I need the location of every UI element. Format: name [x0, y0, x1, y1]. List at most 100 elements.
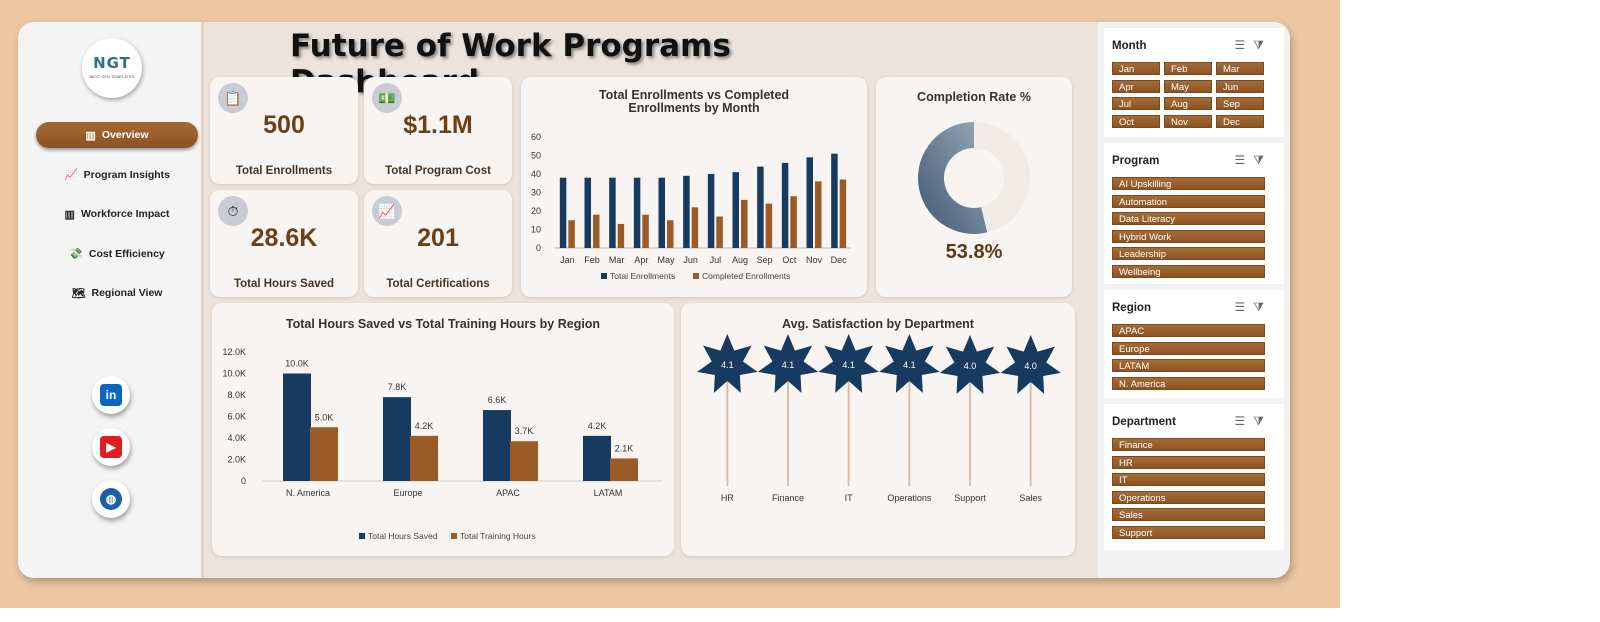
- completion-rate-card: Completion Rate % 53.8%: [876, 77, 1072, 297]
- slicer-item-nov[interactable]: Nov: [1164, 114, 1212, 128]
- kpi-card-total-program-cost: 💵 $1.1M Total Program Cost: [364, 77, 512, 184]
- slicer-item-automation[interactable]: Automation: [1112, 194, 1265, 208]
- kpi-card-total-certifications: 📈 201 Total Certifications: [364, 190, 512, 297]
- data-label: 4.1: [903, 360, 916, 370]
- multi-select-icon[interactable]: ☰: [1234, 300, 1254, 314]
- slicer-item-jul[interactable]: Jul: [1112, 97, 1160, 110]
- clear-filter-icon[interactable]: ⧩: [1253, 300, 1272, 314]
- y-tick-label: 12.0K: [222, 347, 246, 357]
- linkedin-button[interactable]: in: [92, 376, 130, 414]
- completion-rate-chart: [918, 122, 1030, 234]
- bar-total-feb: [584, 177, 591, 248]
- slicer-month: Month ☰⧩ Jan Feb Mar Apr May Jun Jul Aug Sep Oct Nov…: [1104, 28, 1284, 137]
- x-tick-label: Apr: [634, 255, 648, 265]
- slicer-item-ai-upskilling[interactable]: AI Upskilling: [1112, 177, 1265, 190]
- clear-filter-icon[interactable]: ⧩: [1253, 38, 1272, 52]
- bar-completed-oct: [790, 196, 797, 248]
- bar-completed-aug: [741, 199, 748, 248]
- clear-filter-icon[interactable]: ⧩: [1253, 414, 1272, 428]
- nav-item-regional-view[interactable]: 🗺 Regional View: [36, 280, 198, 306]
- kpi-label: Total Hours Saved: [233, 278, 335, 290]
- globe-button[interactable]: ◍: [92, 480, 130, 518]
- region-chart-title: Total Hours Saved vs Total Training Hour…: [285, 317, 601, 331]
- enrollments-chart-card: Total Enrollments vs Completed Enrollmen…: [521, 77, 867, 297]
- data-label: 2.1K: [615, 443, 634, 453]
- dashboard-canvas: NGT NEXT GEN TEMPLATES ▥ Overview 📈 Program…: [0, 0, 1340, 608]
- star-marker-sales: [1000, 335, 1061, 394]
- nav-item-program-insights[interactable]: 📈 Program Insights: [36, 162, 198, 188]
- bar-training-hours-europe: [410, 435, 438, 481]
- nav-item-workforce-impact[interactable]: ▥ Workforce Impact: [36, 201, 198, 227]
- bar-completed-nov: [815, 181, 822, 248]
- slicer-item-oct[interactable]: Oct: [1112, 114, 1160, 128]
- x-tick-label: Jan: [560, 255, 575, 265]
- multi-select-icon[interactable]: ☰: [1234, 414, 1254, 428]
- y-tick-label: 10: [531, 225, 541, 235]
- x-tick-label: Oct: [782, 255, 797, 265]
- bar-hours-saved-apac: [483, 410, 511, 481]
- nav-item-label: Workforce Impact: [80, 208, 170, 220]
- slicer-item-europe[interactable]: Europe: [1112, 341, 1265, 355]
- bar-completed-apr: [642, 214, 649, 248]
- youtube-button[interactable]: ▶: [92, 428, 130, 466]
- slicer-item-hr[interactable]: HR: [1112, 455, 1265, 469]
- globe-icon: ◍: [100, 488, 122, 510]
- slicer-controls: ☰⧩: [1235, 38, 1272, 53]
- bar-hours-saved-latam: [583, 435, 611, 481]
- clear-filter-icon[interactable]: ⧩: [1253, 153, 1272, 167]
- slicer-item-aug[interactable]: Aug: [1164, 97, 1212, 110]
- bar-total-mar: [609, 177, 616, 248]
- nav-item-overview[interactable]: ▥ Overview: [36, 122, 198, 148]
- slicer-item-apr[interactable]: Apr: [1112, 79, 1160, 93]
- kpi-card-total-hours-saved: ⏱ 28.6K Total Hours Saved: [210, 190, 358, 297]
- slicer-item-support[interactable]: Support: [1112, 525, 1265, 539]
- multi-select-icon[interactable]: ☰: [1234, 153, 1254, 167]
- bar-training-hours-latam: [610, 458, 638, 481]
- data-label: 3.7K: [515, 426, 534, 436]
- slicer-item-may[interactable]: May: [1164, 79, 1212, 93]
- slicer-item-jan[interactable]: Jan: [1112, 62, 1160, 75]
- legend-label: Total Hours Saved: [368, 531, 438, 541]
- slicer-item-operations[interactable]: Operations: [1112, 490, 1265, 504]
- slicer-program: Program ☰⧩ AI Upskilling Automation Data Lit…: [1104, 143, 1284, 284]
- slicer-item-feb[interactable]: Feb: [1164, 62, 1212, 75]
- enrollments-chart: 0 10 20 30 40 50 60 Jan Feb Mar Apr May Jun Jul Aug Sep…: [531, 132, 851, 281]
- y-tick-label: 0: [241, 476, 246, 486]
- nav-item-label: Program Insights: [83, 168, 171, 181]
- legend-swatch: [451, 533, 457, 539]
- slicer-item-dec[interactable]: Dec: [1216, 114, 1264, 128]
- x-tick-label: Dec: [831, 255, 848, 265]
- enrollments-chart-title: Total Enrollments vs Completed Enrollmen…: [598, 88, 790, 115]
- slicer-item-sep[interactable]: Sep: [1216, 97, 1264, 110]
- slicer-item-wellbeing[interactable]: Wellbeing: [1112, 264, 1265, 278]
- nav-item-cost-efficiency[interactable]: 💸 Cost Efficiency: [36, 241, 198, 267]
- slicer-item-finance[interactable]: Finance: [1112, 438, 1265, 451]
- bar-total-may: [658, 177, 665, 248]
- slicer-item-latam[interactable]: LATAM: [1112, 359, 1265, 372]
- slicer-item-leadership[interactable]: Leadership: [1112, 247, 1265, 260]
- slicer-item-mar[interactable]: Mar: [1216, 62, 1264, 75]
- slicer-item-jun[interactable]: Jun: [1216, 79, 1264, 93]
- data-label: 6.6K: [488, 395, 507, 405]
- bar-completed-dec: [839, 179, 847, 248]
- slicer-item-apac[interactable]: APAC: [1112, 324, 1265, 337]
- satisfaction-chart: 4.1 HR 4.1 Finance 4.1 IT 4.1 Operations 4.0 Supp…: [697, 334, 1061, 503]
- legend-label: Total Training Hours: [460, 531, 536, 541]
- data-label: 4.2K: [588, 421, 607, 431]
- y-tick-label: 8.0K: [227, 390, 246, 400]
- slicer-item-hybrid-work[interactable]: Hybrid Work: [1112, 229, 1265, 243]
- ngt-logo: NGT NEXT GEN TEMPLATES: [82, 38, 142, 98]
- slicer-item-it[interactable]: IT: [1112, 473, 1265, 486]
- slicer-item-data-literacy[interactable]: Data Literacy: [1112, 212, 1265, 225]
- bar-completed-jun: [691, 207, 699, 248]
- slicer-item-sales[interactable]: Sales: [1112, 508, 1265, 521]
- data-label: 5.0K: [315, 412, 334, 422]
- x-tick-label: APAC: [496, 488, 520, 498]
- star-marker-it: [818, 334, 879, 393]
- y-tick-label: 0: [536, 243, 541, 253]
- logo-subtext: NEXT GEN TEMPLATES: [89, 74, 135, 79]
- bar-hours-saved-europe: [383, 397, 411, 481]
- multi-select-icon[interactable]: ☰: [1234, 38, 1254, 52]
- slicer-item-n-america[interactable]: N. America: [1112, 376, 1265, 390]
- x-tick-label: IT: [845, 493, 854, 503]
